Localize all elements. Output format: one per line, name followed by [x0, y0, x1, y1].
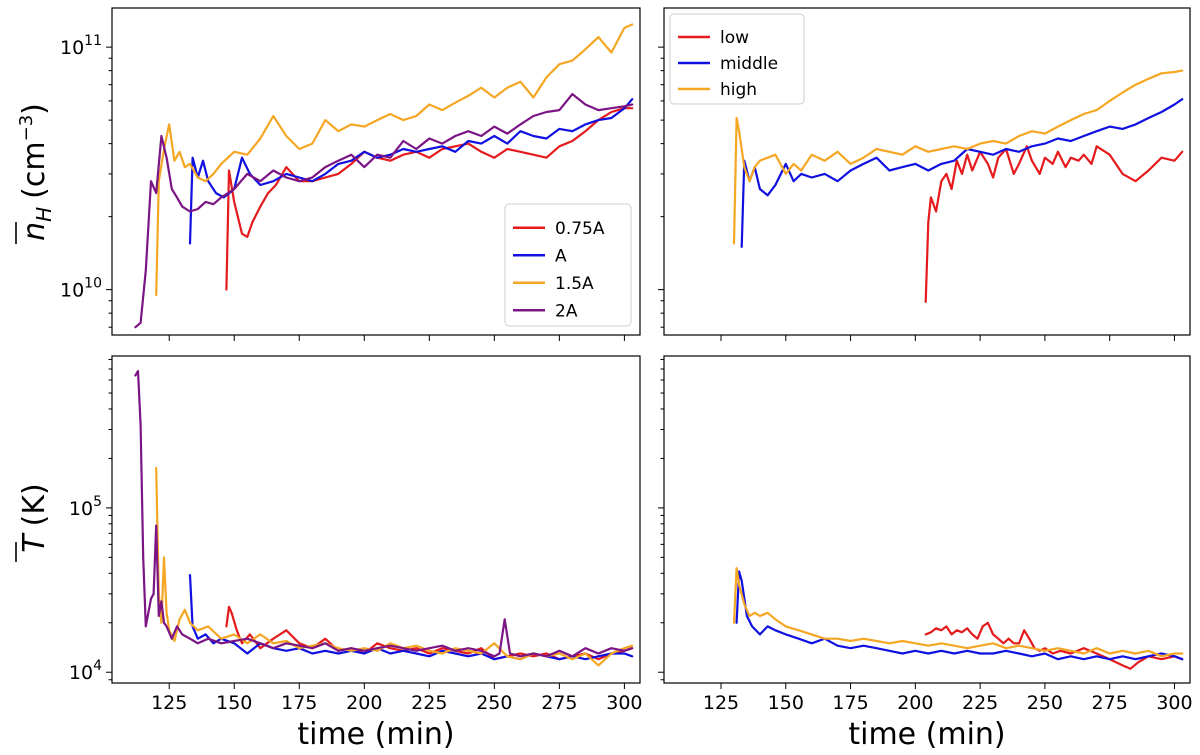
- panel-top-right: low middle high: [658, 7, 1191, 341]
- series-middle: [735, 570, 1184, 661]
- ylabel-bottom: T (K): [17, 483, 52, 552]
- legend: 0.75A A 1.5A 2A: [504, 203, 632, 327]
- ylabel-top-unit: (cm: [17, 141, 52, 198]
- series-2A: [134, 93, 634, 329]
- series-1.5A: [155, 466, 634, 667]
- xlabel-left: time (min): [297, 717, 454, 752]
- ylabel-top: nH (cm−3): [16, 103, 56, 241]
- legend-label-high: high: [720, 80, 757, 100]
- series-group: [732, 567, 1184, 670]
- plot-frame: [111, 7, 641, 336]
- x-tick-label: 125: [151, 692, 187, 714]
- legend-label-middle: middle: [720, 54, 778, 74]
- legend-label-1.5A: 1.5A: [555, 274, 594, 294]
- x-tick-label: 225: [411, 692, 447, 714]
- ylabel-top-base: n: [17, 222, 52, 241]
- x-tick-label: 200: [346, 692, 382, 714]
- x-tick-label: 225: [962, 692, 998, 714]
- xlabel-right: time (min): [848, 717, 1005, 752]
- ylabel-bottom-base: T: [17, 532, 52, 553]
- x-tick-label: 300: [1156, 692, 1192, 714]
- series-middle: [740, 98, 1184, 248]
- panel-top-left: 1010 1011 0.75A A 1.5A 2A: [60, 7, 641, 341]
- series-group: [134, 370, 634, 667]
- series-low: [924, 621, 1184, 670]
- x-tick-label: 250: [1027, 692, 1063, 714]
- legend-label-low: low: [720, 28, 749, 48]
- legend-box: [504, 203, 632, 327]
- x-tick-label: 275: [541, 692, 577, 714]
- series-group: [732, 69, 1184, 303]
- x-tick-label: 300: [606, 692, 642, 714]
- ylabel-bottom-unit: (K): [17, 483, 52, 526]
- y-tick-label: 105: [69, 494, 102, 520]
- x-tick-label: 275: [1092, 692, 1128, 714]
- x-tick-label: 150: [216, 692, 252, 714]
- legend: low middle high: [669, 13, 805, 105]
- x-tick-label: 250: [476, 692, 512, 714]
- legend-label-A: A: [555, 246, 567, 266]
- series-high: [732, 69, 1184, 245]
- legend-label-2A: 2A: [555, 301, 578, 321]
- y-tick-label: 1011: [60, 33, 102, 59]
- x-tick-label: 175: [832, 692, 868, 714]
- x-tick-label: 200: [897, 692, 933, 714]
- ylabel-top-close: ): [17, 103, 52, 115]
- y-tick-label: 1010: [60, 276, 102, 302]
- x-tick-label: 150: [768, 692, 804, 714]
- series-1.5A: [155, 23, 634, 297]
- panel-bottom-right: 125 150 175 200 225 250 275 300: [658, 355, 1193, 714]
- plot-frame: [663, 7, 1191, 336]
- x-tick-label: 175: [281, 692, 317, 714]
- series-2A: [134, 370, 634, 658]
- panel-bottom-left: 125 150 175 200 225 250 275 300 104 105: [69, 355, 643, 714]
- x-tick-label: 125: [703, 692, 739, 714]
- ylabel-top-sub: H: [32, 207, 56, 222]
- y-tick-label: 104: [69, 658, 102, 684]
- series-group: [134, 23, 634, 329]
- series-high: [732, 567, 1184, 658]
- plot-frame: [111, 355, 641, 684]
- series-low: [924, 145, 1184, 303]
- plot-frame: [663, 355, 1191, 684]
- legend-label-0.75A: 0.75A: [555, 219, 605, 239]
- series-A: [188, 574, 634, 661]
- series-0.75A: [225, 107, 634, 291]
- ylabel-top-exp: −3: [16, 115, 37, 142]
